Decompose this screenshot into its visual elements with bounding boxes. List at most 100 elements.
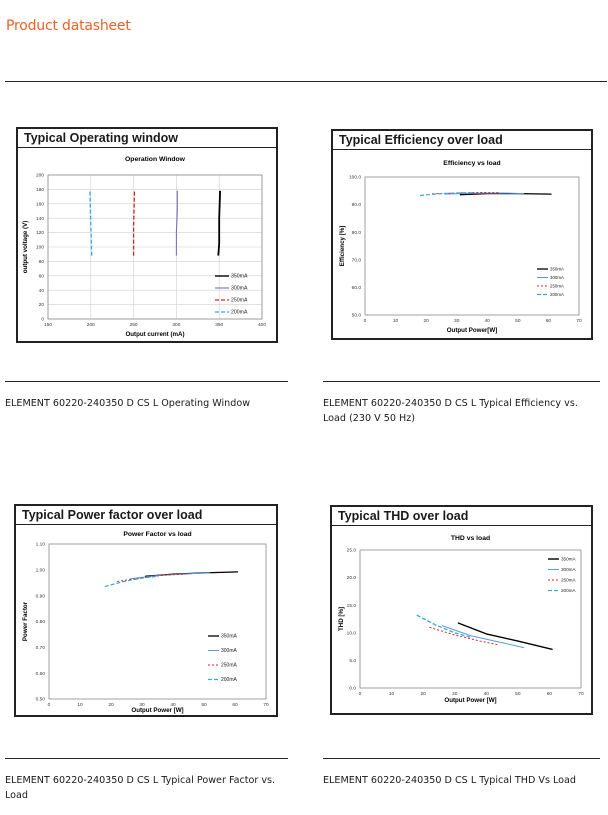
y-axis-label: THD [%] [338,607,345,631]
series-line-350mA [459,192,552,196]
y-axis-label: output voltage (V) [22,221,29,274]
series-line-300mA [175,190,178,256]
series-line-250mA [132,190,136,256]
y-tick-label: 40 [39,288,45,294]
thd-chart-card: Typical THD over load THD vs load 0 10 20 30… [330,505,593,715]
legend-label: 300mA [221,648,238,654]
y-tick-label: 0.80 [36,619,46,625]
chart-card-title-divider [16,524,276,525]
page-title: Product datasheet [6,18,131,34]
operating-window-chart-card: Typical Operating window Operation Windo… [16,127,278,343]
legend-label: 300mA [550,275,564,280]
y-tick-label: 0.70 [36,645,46,651]
y-tick-label: 90.0 [352,202,362,208]
legend-label: 200mA [561,588,576,593]
x-tick-label: 70 [263,702,269,708]
thd-chart: THD vs load 0 10 20 30 40 50 60 70 0.0 5.0 10.0 15.0… [338,535,584,704]
chart-card-title-divider [332,525,591,526]
y-tick-label: 50.0 [352,313,362,319]
y-tick-label: 70.0 [352,257,362,263]
x-tick-label: 20 [423,318,429,324]
chart-card-title-divider [333,149,591,150]
y-tick-label: 120 [36,230,44,236]
legend-label: 250mA [561,578,576,583]
y-tick-label: 80.0 [352,230,362,236]
x-tick-label: 150 [44,322,52,328]
y-tick-label: 0 [41,317,44,323]
y-tick-label: 5.0 [349,658,356,664]
chart-card-title: Typical Power factor over load [22,508,203,522]
x-axis-label: Output Power[W] [447,327,498,334]
caption-divider [323,381,600,382]
x-tick-label: 350 [215,322,223,328]
plot-area-border [364,176,580,316]
y-tick-label: 20.0 [347,575,357,581]
y-tick-label: 160 [36,201,44,207]
y-tick-label: 100.0 [349,175,361,181]
legend-label: 300mA [231,286,248,292]
caption-divider [5,381,288,382]
chart-card-title: Typical Efficiency over load [339,133,503,147]
x-tick-label: 200 [87,322,95,328]
y-tick-label: 0.60 [36,671,46,677]
y-tick-label: 1.10 [36,542,46,548]
x-tick-label: 70 [576,318,582,324]
chart-caption-efficiency: ELEMENT 60220-240350 D CS L Typical Effi… [323,398,578,424]
x-tick-label: 50 [515,691,521,697]
series-line-300mA [444,192,525,195]
y-tick-label: 80 [39,259,45,265]
chart-card-title: Typical THD over load [338,509,469,523]
series-line-200mA [104,575,158,588]
x-tick-label: 50 [201,702,207,708]
x-axis-label: Output Power [W] [131,707,183,714]
x-tick-label: 30 [452,691,458,697]
y-tick-label: 100 [36,245,44,251]
y-tick-label: 0.90 [36,593,46,599]
power-factor-chart: Power Factor vs load 0 10 20 30 40 50 60 70 0.50 0… [22,531,269,714]
chart-card-title: Typical Operating window [24,131,178,145]
x-tick-label: 300 [172,322,180,328]
chart-caption-operating-window: ELEMENT 60220-240350 D CS L Operating Wi… [5,398,251,409]
chart-title: Operation Window [125,156,186,163]
series-line-200mA [416,614,471,638]
plot-area-border [48,543,267,700]
legend-label: 200mA [231,310,248,316]
legend-label: 300mA [561,567,576,572]
y-axis-label: Efficiency [%] [339,226,346,267]
x-tick-label: 10 [389,691,395,697]
x-tick-label: 40 [484,691,490,697]
y-tick-label: 10.0 [347,630,357,636]
y-tick-label: 0.0 [349,686,356,692]
series-line-350mA [457,622,553,651]
x-axis-label: Output Power [W] [444,697,496,704]
x-tick-label: 10 [393,318,399,324]
series-line-250mA [429,626,499,646]
series-line-300mA [441,625,525,649]
legend-label: 350mA [231,274,248,280]
x-tick-label: 0 [359,691,362,697]
x-tick-label: 0 [364,318,367,324]
y-tick-label: 15.0 [347,603,357,609]
series-line-200mA [419,192,473,197]
y-tick-label: 1.00 [36,567,46,573]
x-tick-label: 250 [130,322,138,328]
legend-label: 350mA [550,267,564,272]
y-tick-label: 60 [39,273,45,279]
caption-divider [5,758,288,759]
operating-window-chart: Operation Window 150 200 250 300 350 400 0 20 40 6… [22,156,266,338]
series-line-350mA [217,190,221,256]
chart-caption-thd: ELEMENT 60220-240350 D CS L Typical THD … [323,775,577,786]
x-axis-label: Output current (mA) [125,331,184,338]
power-factor-chart-card: Typical Power factor over load Power Fac… [14,504,278,717]
y-tick-label: 0.50 [36,697,46,703]
legend-label: 200mA [221,677,238,683]
x-tick-label: 50 [515,318,521,324]
y-tick-label: 60.0 [352,285,362,291]
y-axis-label: Power Factor [22,601,29,641]
x-tick-label: 400 [258,322,266,328]
legend-label: 350mA [221,634,238,640]
x-tick-label: 10 [77,702,83,708]
x-tick-label: 60 [232,702,238,708]
efficiency-chart-card: Typical Efficiency over load Efficiency … [331,129,593,340]
x-tick-label: 70 [578,691,584,697]
